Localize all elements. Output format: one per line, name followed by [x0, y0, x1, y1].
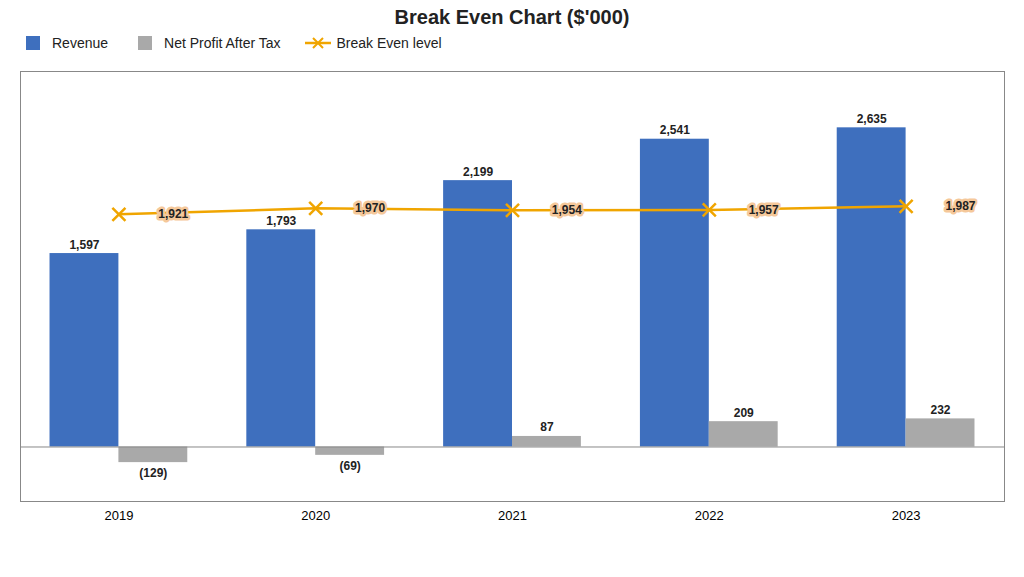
svg-text:2019: 2019 [104, 508, 133, 523]
svg-text:1,957: 1,957 [749, 203, 779, 217]
svg-text:87: 87 [540, 420, 554, 434]
svg-text:2023: 2023 [892, 508, 921, 523]
svg-text:1,597: 1,597 [69, 238, 99, 252]
svg-text:1,954: 1,954 [552, 203, 582, 217]
html-text:Break Even level: Break Even level [336, 35, 442, 51]
svg-text:2021: 2021 [498, 508, 527, 523]
html-text:Break Even Chart ($'000): Break Even Chart ($'000) [394, 6, 630, 28]
html-text:Net Profit After Tax: Net Profit After Tax [164, 35, 281, 51]
svg-text:2,635: 2,635 [857, 112, 887, 126]
svg-text:(129): (129) [139, 466, 167, 480]
svg-text:1,921: 1,921 [158, 207, 188, 221]
svg-text:2022: 2022 [695, 508, 724, 523]
svg-text:2020: 2020 [301, 508, 330, 523]
svg-text:232: 232 [931, 403, 951, 417]
html-text:Revenue: Revenue [52, 35, 108, 51]
svg-text:1,970: 1,970 [355, 201, 385, 215]
svg-text:1,987: 1,987 [945, 199, 975, 213]
svg-text:2,199: 2,199 [463, 165, 493, 179]
svg-text:2,541: 2,541 [660, 123, 690, 137]
svg-text:1,793: 1,793 [266, 214, 296, 228]
svg-text:(69): (69) [339, 459, 360, 473]
svg-text:209: 209 [734, 406, 754, 420]
